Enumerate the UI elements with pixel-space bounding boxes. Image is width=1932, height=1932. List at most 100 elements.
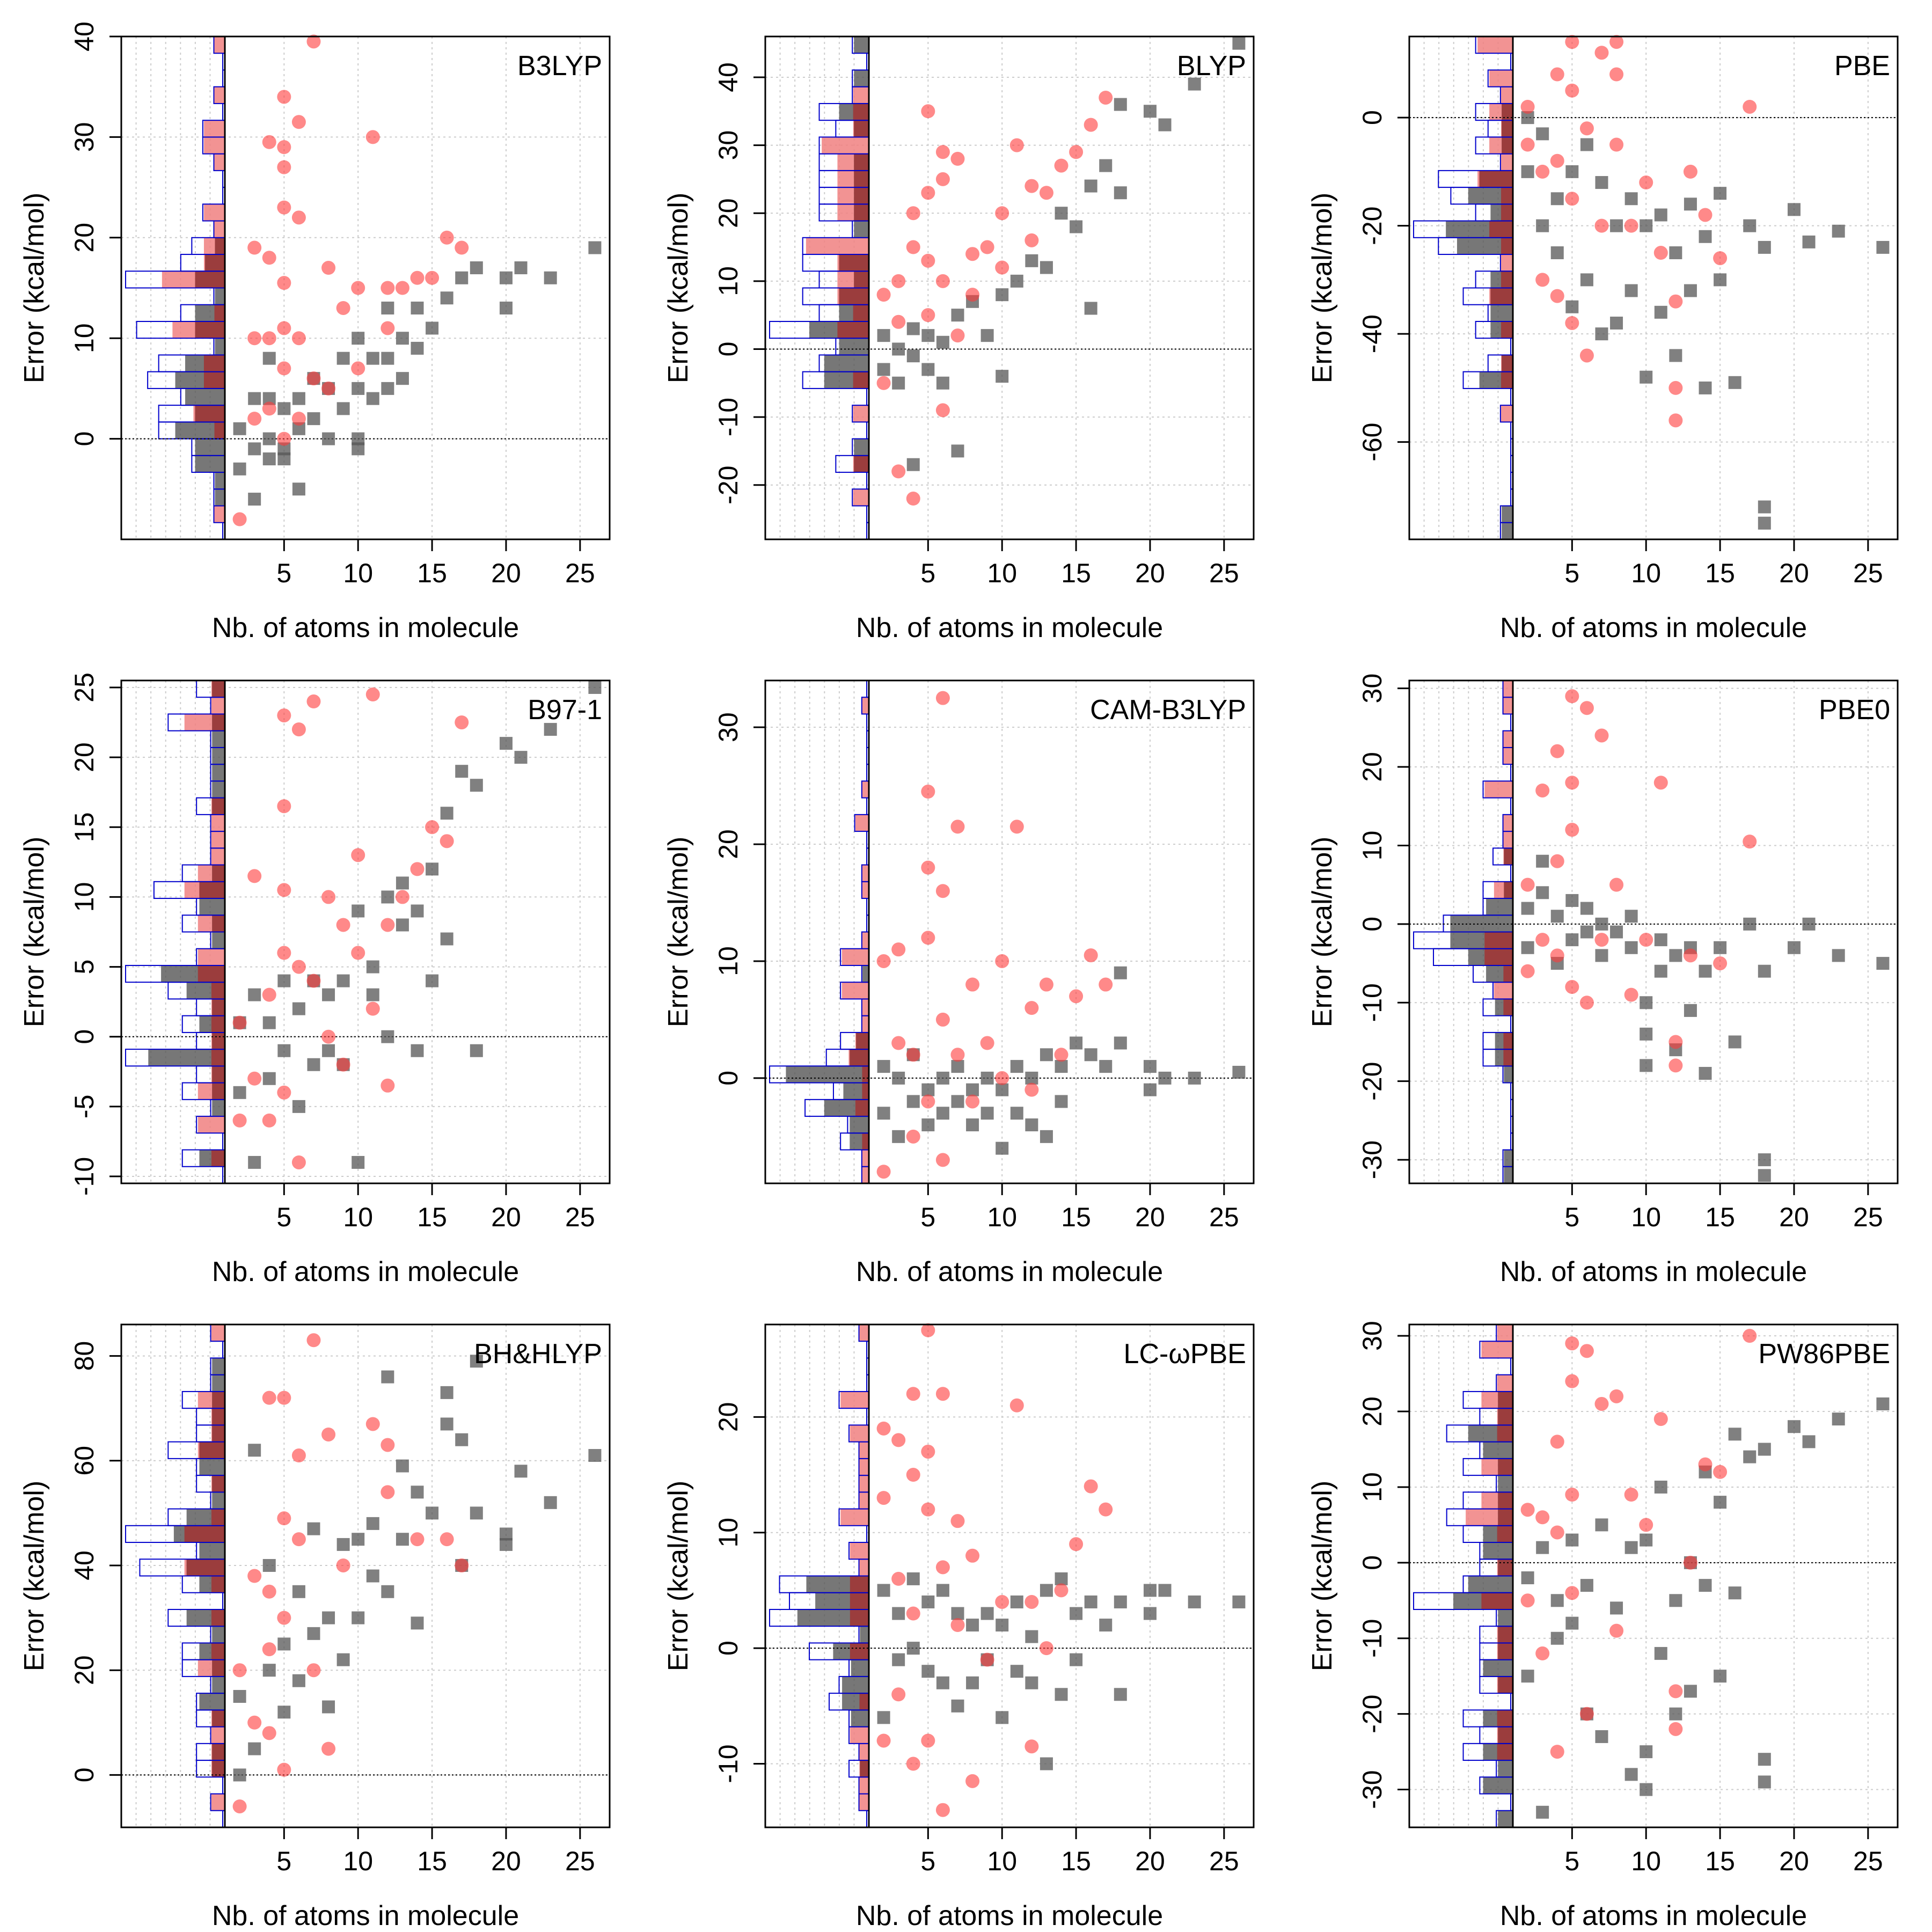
data-point-circle	[1668, 413, 1683, 428]
x-tick-label: 20	[491, 1846, 521, 1876]
hist-bar-red	[211, 1794, 225, 1811]
hist-bar-overlap	[197, 965, 225, 983]
hist-bar-gray	[199, 1542, 225, 1560]
hist-bar-overlap	[1479, 170, 1513, 188]
data-point-square	[426, 321, 439, 335]
data-point-circle	[1550, 1525, 1564, 1540]
hist-bar-overlap	[837, 321, 869, 339]
data-point-square	[996, 288, 1009, 302]
hist-bar-red	[1503, 730, 1513, 748]
data-point-square	[366, 1517, 379, 1530]
data-point-circle	[891, 1433, 906, 1447]
data-point-square	[1758, 1169, 1771, 1182]
y-tick-label: 10	[1357, 1472, 1387, 1502]
data-point-circle	[380, 1438, 395, 1452]
hist-bar-red	[859, 1458, 869, 1476]
data-point-square	[381, 1585, 394, 1598]
data-point-circle	[1609, 877, 1624, 892]
data-point-square	[1580, 273, 1593, 287]
data-point-circle	[891, 1687, 906, 1702]
x-tick-label: 10	[987, 1846, 1017, 1876]
data-point-square	[906, 349, 920, 363]
data-point-circle	[1743, 99, 1757, 114]
data-point-circle	[291, 1532, 306, 1547]
hist-bar-red	[859, 1324, 869, 1342]
data-point-square	[877, 1060, 890, 1073]
data-point-square	[1084, 1048, 1097, 1062]
data-point-square	[411, 1044, 424, 1057]
data-point-circle	[1009, 1398, 1024, 1413]
y-axis-title: Error (kcal/mol)	[19, 837, 50, 1027]
data-point-circle	[1520, 1593, 1535, 1608]
data-point-square	[1550, 1594, 1564, 1607]
hist-bar-red	[211, 1324, 225, 1342]
data-point-square	[292, 1674, 305, 1687]
plot-frame	[1408, 1323, 1899, 1828]
data-point-square	[470, 1355, 483, 1368]
data-point-circle	[1039, 186, 1053, 200]
data-point-square	[514, 1465, 528, 1478]
x-tick-label: 20	[1135, 558, 1165, 588]
y-tick-label: -20	[1357, 207, 1387, 245]
data-point-square	[1580, 925, 1593, 939]
y-axis-title: Error (kcal/mol)	[1307, 1481, 1338, 1671]
data-point-square	[980, 1071, 994, 1085]
data-point-circle	[232, 512, 247, 526]
data-point-circle	[291, 722, 306, 737]
x-tick-label: 20	[1135, 1846, 1165, 1876]
y-tick-label: 20	[713, 829, 743, 859]
data-point-circle	[995, 954, 1009, 968]
data-point-circle	[965, 247, 980, 261]
data-point-circle	[277, 361, 291, 376]
data-point-circle	[1550, 854, 1564, 868]
data-point-circle	[1653, 1412, 1668, 1426]
hist-bar-overlap	[215, 237, 225, 255]
data-point-square	[1610, 925, 1623, 939]
data-point-square	[1758, 964, 1771, 978]
data-point-square	[1758, 1443, 1771, 1456]
data-point-circle	[380, 918, 395, 932]
data-point-square	[544, 271, 557, 284]
hist-bar-overlap	[212, 1743, 225, 1761]
hist-bar-red	[859, 1475, 869, 1492]
data-point-circle	[906, 1606, 920, 1621]
hist-bar-overlap	[1502, 120, 1513, 137]
hist-bar-overlap	[212, 1425, 225, 1442]
hist-bar-gray	[199, 1458, 225, 1476]
data-point-square	[1654, 305, 1667, 319]
hist-bar-overlap	[1498, 1391, 1513, 1409]
x-axis-title: Nb. of atoms in molecule	[856, 1256, 1163, 1287]
y-tick-label: 80	[69, 1341, 99, 1371]
y-tick-label: -5	[69, 1095, 99, 1118]
hist-bar-overlap	[854, 120, 869, 137]
data-point-square	[455, 765, 469, 778]
data-point-circle	[965, 1094, 980, 1109]
data-point-circle	[921, 860, 935, 875]
hist-bar-overlap	[856, 1032, 869, 1050]
hist-bar-red	[859, 1777, 869, 1794]
hist-bar-red	[1503, 814, 1513, 832]
hist-bar-overlap	[850, 1049, 869, 1066]
hist-bar-gray	[1504, 1066, 1513, 1083]
hist-bar-red	[1484, 781, 1513, 798]
data-point-circle	[906, 492, 920, 506]
hist-bar-overlap	[1501, 371, 1513, 389]
data-point-square	[1714, 1670, 1727, 1683]
data-point-square	[1595, 1730, 1608, 1743]
y-tick-label: 10	[713, 946, 743, 976]
hist-bar-gray	[212, 1676, 225, 1694]
data-point-square	[1143, 1607, 1157, 1620]
data-point-square	[877, 329, 890, 342]
data-point-square	[1550, 1631, 1564, 1645]
y-tick-label: 30	[1357, 674, 1387, 704]
data-point-circle	[277, 1762, 291, 1777]
data-point-circle	[1668, 1722, 1683, 1736]
data-point-square	[1536, 219, 1549, 232]
x-tick-label: 10	[343, 1202, 373, 1232]
hist-bar-overlap	[839, 288, 869, 305]
data-point-square	[996, 370, 1009, 383]
data-point-square	[1521, 902, 1534, 915]
hist-bar-overlap	[1498, 1676, 1513, 1694]
x-tick-label: 15	[1061, 1202, 1091, 1232]
